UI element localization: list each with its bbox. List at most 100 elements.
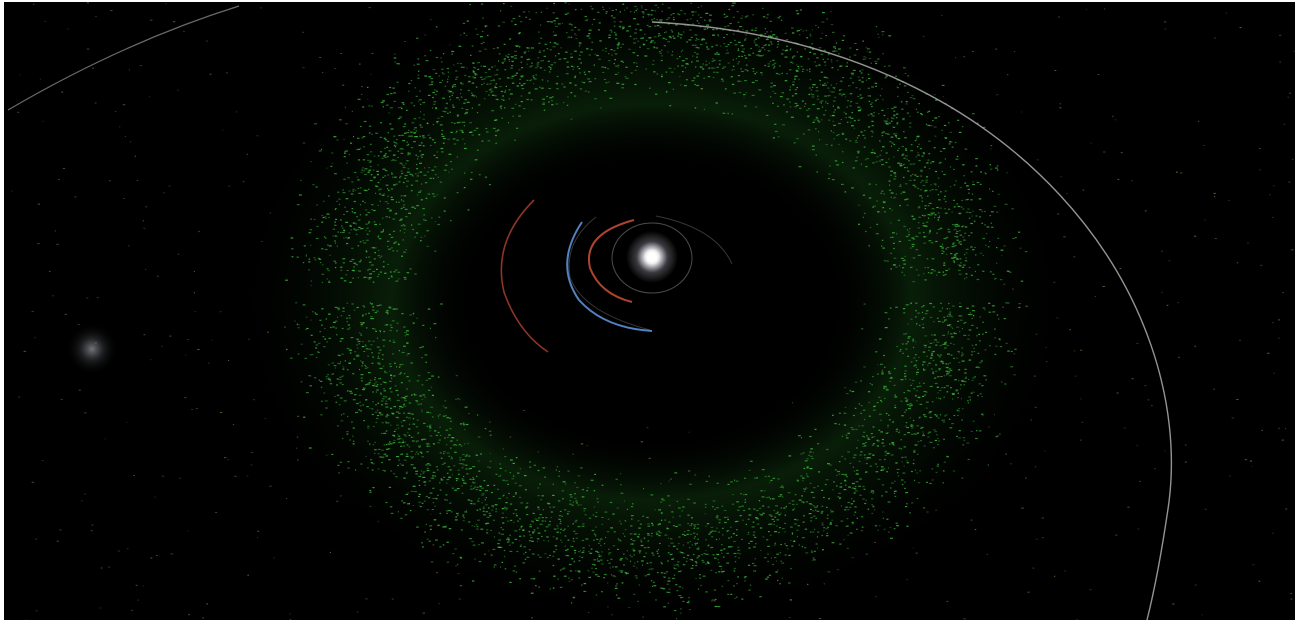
asteroid-dot (590, 479, 594, 481)
asteroid-dot (455, 444, 458, 446)
asteroid-dot (379, 200, 381, 202)
asteroid-dot (609, 567, 611, 569)
orbit-diagram-canvas (7, 2, 1295, 620)
asteroid-dot (358, 332, 360, 334)
asteroid-dot (915, 108, 917, 110)
asteroid-dot (309, 354, 312, 356)
asteroid-dot (580, 552, 583, 554)
asteroid-dot (393, 100, 396, 102)
distant-asteroid-dot (84, 493, 86, 495)
asteroid-dot (466, 454, 468, 456)
asteroid-dot (355, 223, 357, 225)
asteroid-dot (963, 334, 967, 336)
distant-asteroid-dot (357, 219, 359, 221)
asteroid-dot (384, 153, 387, 155)
asteroid-dot (812, 29, 814, 31)
asteroid-dot (915, 302, 918, 304)
distant-asteroid-dot (881, 369, 883, 371)
asteroid-dot (641, 11, 645, 13)
asteroid-dot (368, 221, 371, 223)
asteroid-dot (853, 54, 857, 56)
asteroid-dot (500, 474, 502, 476)
asteroid-dot (341, 266, 343, 268)
asteroid-dot (707, 561, 709, 563)
asteroid-dot (286, 348, 288, 351)
distant-asteroid-dot (179, 477, 182, 479)
distant-asteroid-dot (1116, 392, 1119, 394)
asteroid-dot (486, 83, 489, 85)
asteroid-dot (431, 475, 435, 477)
asteroid-dot (553, 575, 556, 577)
asteroid-dot (660, 19, 663, 21)
asteroid-dot (737, 549, 741, 551)
asteroid-dot (412, 228, 414, 231)
asteroid-dot (923, 242, 927, 244)
asteroid-dot (871, 436, 874, 438)
asteroid-dot (796, 536, 798, 538)
asteroid-dot (386, 240, 390, 242)
distant-asteroid-dot (96, 297, 99, 299)
asteroid-dot (395, 280, 399, 282)
distant-asteroid-dot (922, 35, 925, 37)
asteroid-dot (402, 441, 404, 443)
asteroid-dot (483, 506, 485, 508)
asteroid-dot (906, 462, 909, 464)
asteroid-dot (931, 161, 935, 163)
distant-asteroid-dot (955, 57, 957, 59)
distant-asteroid-dot (1150, 405, 1153, 407)
asteroid-dot (687, 600, 690, 602)
distant-asteroid-dot (118, 126, 121, 128)
asteroid-dot (811, 531, 815, 533)
asteroid-dot (603, 543, 606, 545)
asteroid-dot (439, 124, 443, 126)
asteroid-dot (366, 406, 369, 408)
asteroid-dot (403, 403, 405, 406)
asteroid-dot (822, 58, 824, 60)
asteroid-dot (934, 214, 937, 216)
asteroid-dot (740, 17, 743, 19)
asteroid-dot (946, 324, 950, 326)
asteroid-dot (363, 242, 367, 244)
asteroid-dot (789, 101, 791, 103)
asteroid-dot (373, 247, 375, 249)
asteroid-dot (761, 496, 765, 498)
asteroid-dot (792, 540, 796, 542)
asteroid-dot (529, 534, 532, 536)
asteroid-dot (630, 72, 633, 74)
asteroid-dot (400, 397, 404, 399)
asteroid-dot (902, 119, 905, 121)
asteroid-dot (389, 123, 392, 125)
asteroid-dot (981, 396, 983, 398)
asteroid-dot (308, 269, 310, 271)
asteroid-dot (410, 464, 414, 466)
asteroid-dot (581, 584, 583, 586)
asteroid-dot (725, 15, 729, 17)
asteroid-dot (324, 400, 328, 402)
asteroid-dot (522, 11, 526, 13)
distant-asteroid-dot (687, 470, 691, 472)
asteroid-dot (907, 323, 909, 325)
asteroid-dot (377, 402, 380, 404)
asteroid-dot (414, 491, 418, 493)
asteroid-dot (903, 176, 905, 178)
asteroid-dot (742, 51, 745, 53)
asteroid-dot (636, 8, 639, 10)
asteroid-dot (388, 448, 391, 450)
asteroid-dot (326, 167, 328, 169)
asteroid-dot (720, 571, 724, 573)
asteroid-dot (321, 281, 323, 284)
asteroid-dot (934, 370, 938, 372)
asteroid-dot (387, 263, 389, 265)
asteroid-dot (688, 597, 690, 599)
asteroid-dot (776, 46, 779, 48)
asteroid-dot (310, 218, 312, 220)
asteroid-dot (316, 225, 319, 228)
distant-asteroid-dot (1147, 399, 1150, 401)
asteroid-dot (888, 531, 890, 533)
asteroid-dot (727, 518, 729, 521)
asteroid-dot (836, 60, 838, 62)
asteroid-dot (851, 390, 855, 393)
asteroid-dot (526, 514, 529, 516)
asteroid-dot (416, 194, 419, 196)
asteroid-dot (875, 233, 879, 235)
